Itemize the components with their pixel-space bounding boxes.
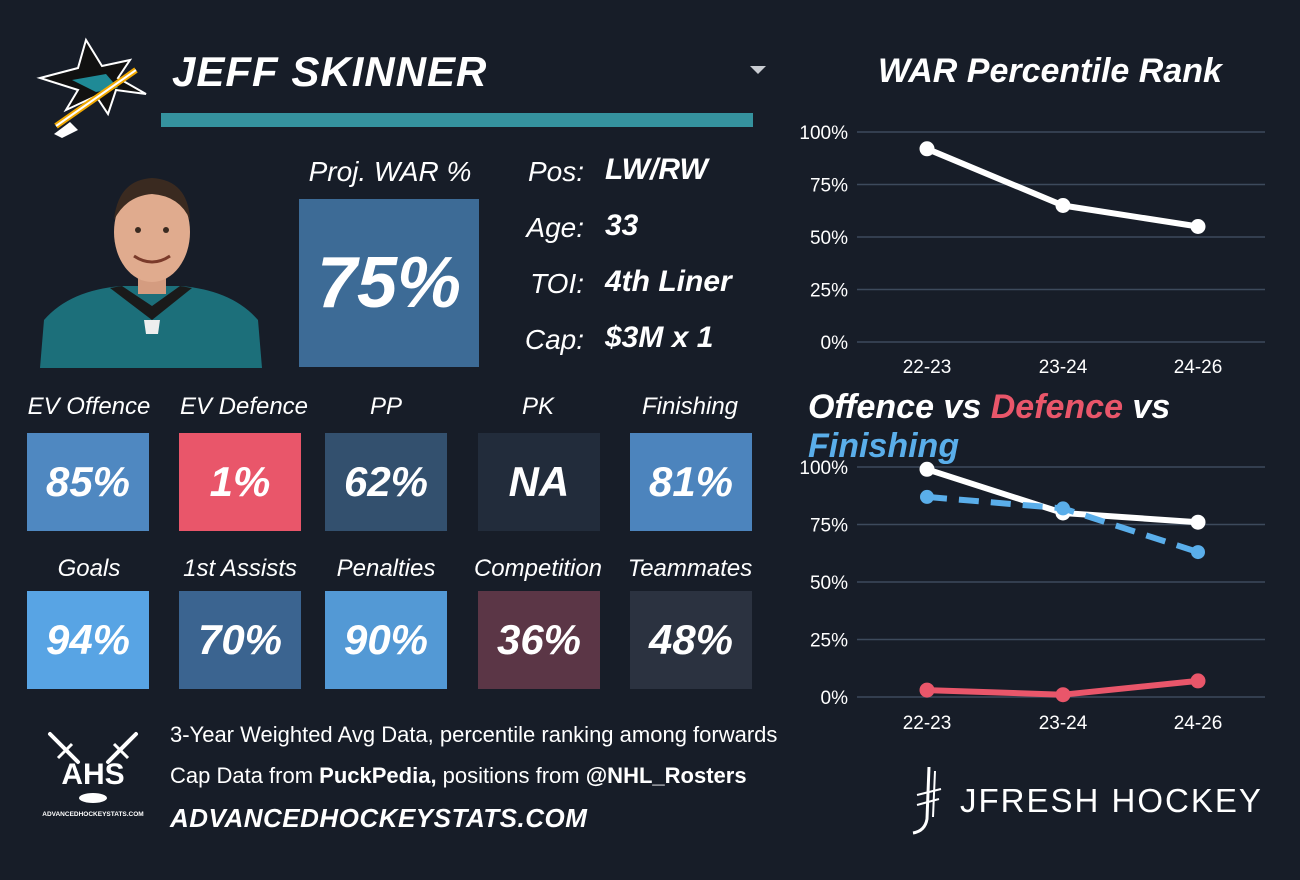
age-label: Age:	[526, 212, 584, 243]
war-chart-x-tick-label: 22-23	[903, 357, 952, 378]
penalties-tile: 90%	[325, 591, 447, 689]
ovd-chart-y-tick-label: 100%	[799, 458, 848, 479]
first-assists-tile: 70%	[179, 591, 301, 689]
penalties-label: Penalties	[336, 555, 436, 582]
pk-value: NA	[508, 458, 570, 505]
war-chart-y-tick-label: 0%	[821, 333, 849, 354]
competition-value: 36%	[496, 616, 582, 663]
teammates-label: Teammates	[627, 555, 753, 582]
jfresh-logo-icon	[912, 766, 942, 835]
teammates-tile: 48%	[630, 591, 752, 689]
player-select-chevron-down-icon[interactable]	[750, 66, 766, 74]
finishing-tile: 81%	[630, 433, 752, 531]
pos-value: LW/RW	[605, 153, 708, 186]
offence-defence-finishing-chart: 0% 25% 50% 75% 100% 22-23 23-24 24-26	[799, 458, 1265, 734]
ahs-logo-icon: AHS ADVANCEDHOCKEYSTATS.COM	[42, 732, 144, 818]
footer-line-2-a: Cap Data from	[170, 763, 320, 788]
ev-offence-label: EV Offence	[27, 393, 151, 420]
war-chart-series-line	[925, 146, 1199, 230]
player-headshot-icon	[40, 178, 262, 368]
ev-offence-value: 85%	[45, 458, 131, 505]
goals-label: Goals	[57, 555, 121, 582]
ovd-chart-x-tick-label: 24-26	[1174, 713, 1223, 734]
war-chart-data-point	[919, 141, 935, 157]
war-chart-data-point	[1190, 219, 1206, 234]
pk-tile: NA	[478, 433, 600, 531]
war-chart-y-tick-label: 75%	[810, 176, 848, 197]
jfresh-brand: JFRESH HOCKEY	[960, 782, 1263, 819]
war-chart-data-point	[1055, 198, 1071, 213]
footer-line-1: 3-Year Weighted Avg Data, percentile ran…	[170, 722, 778, 747]
player-name: JEFF SKINNER	[172, 48, 488, 95]
sharks-logo-icon	[36, 37, 147, 138]
cap-label: Cap:	[524, 324, 584, 355]
pp-label: PP	[369, 393, 402, 420]
ovd-chart-data-point	[1190, 673, 1206, 689]
first-assists-value: 70%	[197, 616, 283, 663]
pos-label: Pos:	[527, 156, 584, 187]
toi-value: 4th Liner	[605, 265, 732, 298]
penalties-value: 90%	[343, 616, 429, 663]
ovd-chart-data-point	[919, 461, 935, 477]
ovd-chart-data-point	[919, 682, 935, 698]
cap-value: $3M x 1	[605, 321, 714, 354]
pk-label: PK	[521, 393, 554, 420]
ev-defence-value: 1%	[209, 458, 271, 505]
site-link[interactable]: ADVANCEDHOCKEYSTATS.COM	[170, 803, 588, 833]
teammates-value: 48%	[648, 616, 734, 663]
competition-label: Competition	[473, 555, 603, 582]
proj-war-box: 75%	[299, 199, 479, 367]
puckpedia-link[interactable]: PuckPedia,	[319, 763, 437, 788]
ovd-chart-x-tick-label: 23-24	[1039, 713, 1088, 734]
ahs-logo-small-text: ADVANCEDHOCKEYSTATS.COM	[42, 811, 143, 818]
competition-tile: 36%	[478, 591, 600, 689]
goals-value: 94%	[45, 616, 131, 663]
name-underline	[161, 113, 753, 127]
ovd-chart-data-point	[1056, 501, 1070, 516]
ovd-chart-data-point	[1190, 514, 1206, 530]
nhl-rosters-link[interactable]: @NHL_Rosters	[585, 763, 747, 788]
footer-line-2: Cap Data from PuckPedia, positions from …	[170, 763, 747, 789]
ahs-logo-text: AHS	[61, 758, 124, 791]
ovd-chart-y-tick-label: 50%	[810, 573, 848, 594]
age-value: 33	[605, 209, 639, 242]
ovd-chart-x-tick-label: 22-23	[903, 713, 952, 734]
ev-defence-label: EV Defence	[179, 393, 309, 420]
chart2-title-defence: Defence	[990, 388, 1123, 426]
pp-value: 62%	[343, 458, 429, 505]
war-chart-x-tick-label: 24-26	[1174, 357, 1223, 378]
ev-defence-tile: 1%	[179, 433, 301, 531]
war-chart-y-tick-label: 25%	[810, 281, 848, 302]
ovd-chart-data-point	[920, 489, 934, 504]
chart2-title-offence: Offence	[808, 388, 934, 426]
chart2-title-finishing: Finishing	[808, 427, 960, 465]
ovd-chart-data-point	[1055, 687, 1071, 703]
ev-offence-tile: 85%	[27, 433, 149, 531]
chart2-title: Offence vs Defence vs Finishing	[808, 388, 1300, 466]
proj-war-label: Proj. WAR %	[308, 156, 472, 187]
footer-line-2-c: positions from	[436, 763, 586, 788]
toi-label: TOI:	[530, 268, 584, 299]
war-chart-y-tick-label: 50%	[810, 228, 848, 249]
war-chart-x-tick-label: 23-24	[1039, 357, 1088, 378]
war-chart-y-tick-label: 100%	[799, 123, 848, 144]
ovd-chart-y-tick-label: 25%	[810, 631, 848, 652]
finishing-value: 81%	[648, 458, 734, 505]
chart2-title-vs2: vs	[1122, 388, 1171, 426]
first-assists-label: 1st Assists	[183, 555, 297, 582]
goals-tile: 94%	[27, 591, 149, 689]
chart1-title: WAR Percentile Rank	[878, 52, 1222, 90]
finishing-label: Finishing	[641, 393, 739, 420]
ovd-chart-y-tick-label: 0%	[821, 688, 849, 709]
pp-tile: 62%	[325, 433, 447, 531]
proj-war-value: 75%	[316, 243, 462, 323]
ovd-chart-data-point	[1191, 545, 1205, 560]
chart2-title-vs1: vs	[933, 388, 991, 426]
war-percentile-chart: 0% 25% 50% 75% 100% 22-23 23-24 24-26	[799, 123, 1265, 378]
ovd-chart-y-tick-label: 75%	[810, 516, 848, 537]
